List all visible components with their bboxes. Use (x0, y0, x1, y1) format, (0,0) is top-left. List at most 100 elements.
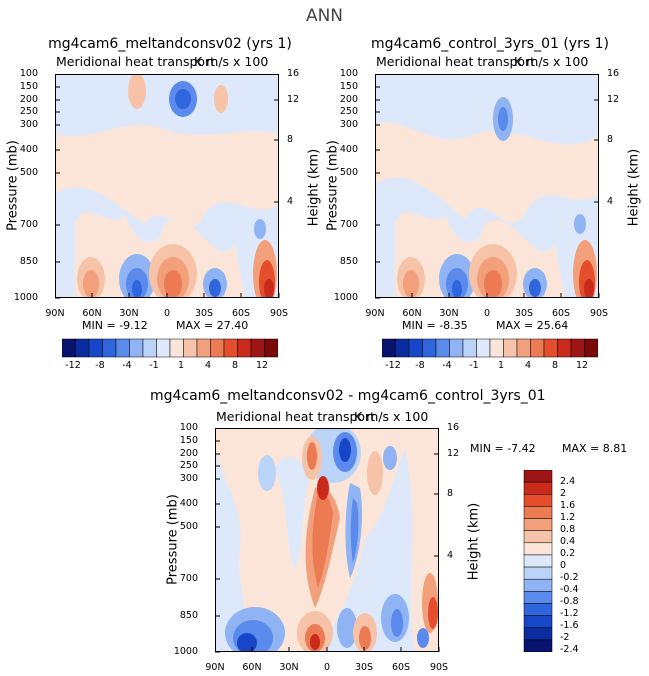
panel3-feature (337, 608, 357, 648)
colorbar-cell (584, 338, 598, 358)
pressure-tick: 150 (19, 81, 38, 92)
panel1-subtitle-left: Meridional heat transport (56, 54, 216, 69)
panel1-feature (209, 279, 221, 297)
pressure-tick: 300 (19, 119, 38, 130)
height-tick: 4 (447, 550, 454, 561)
height-tick: 4 (607, 196, 614, 207)
panel2-max-value: 25.64 (536, 319, 569, 332)
panel1-contour-field (55, 74, 279, 298)
panel1-feature (214, 85, 228, 113)
height-tick: 8 (287, 134, 294, 145)
lat-tick: 30N (119, 308, 139, 319)
panel3-title: mg4cam6_meltandconsv02 - mg4cam6_control… (150, 388, 546, 404)
pressure-tick: 850 (179, 610, 198, 621)
colorbar-cell (476, 338, 491, 358)
pressure-tick: 300 (339, 119, 358, 130)
colorbar2-label: 12 (575, 360, 589, 371)
colorbar2-label: 8 (551, 360, 559, 371)
panel1-axis-ticks (55, 74, 280, 299)
panel3-feature (258, 455, 276, 491)
colorbar2-cells (382, 338, 598, 358)
lat-tick: 90N (365, 308, 385, 319)
colorbar-cell (183, 338, 198, 358)
colorbar-cell (523, 506, 553, 519)
panel2-feature (403, 270, 419, 298)
panel3-feature (350, 498, 359, 563)
panel2-max: MAX = 25.64 (496, 319, 568, 332)
colorbar-cell (557, 338, 572, 358)
lat-tick: 0 (483, 308, 491, 319)
colorbar1-label: 1 (177, 360, 185, 371)
lat-tick: 30N (439, 308, 459, 319)
height-tick: 12 (287, 94, 300, 105)
panel1-feature (264, 279, 274, 298)
lat-tick: 30S (354, 662, 374, 673)
colorbar3-label: -0.2 (560, 572, 579, 583)
colorbar-cell (156, 338, 171, 358)
pressure-tick: 250 (19, 106, 38, 117)
panel2-plot (375, 74, 600, 299)
panel2-min: MIN = -8.35 (402, 319, 468, 332)
colorbar3-label: -0.8 (560, 596, 579, 607)
lat-tick: 60N (242, 662, 262, 673)
colorbar-cell (523, 603, 553, 616)
panel2-axis-ticks (375, 74, 600, 299)
colorbar-cell (543, 338, 558, 358)
colorbar-cell (62, 338, 76, 358)
colorbar3-label: 2.4 (560, 476, 576, 487)
lat-tick: 90S (429, 662, 449, 673)
panel1-feature (254, 219, 266, 239)
panel2-min-value: -8.35 (439, 319, 468, 332)
panel3-pressure-ticks: 100 150 200 250 300 400 500 700 850 1000 (160, 422, 200, 658)
panel1-min-label: MIN = (82, 319, 116, 332)
colorbar-cell (530, 338, 545, 358)
colorbar2 (382, 338, 598, 358)
panel1-min: MIN = -9.12 (82, 319, 148, 332)
pressure-tick: 100 (339, 68, 358, 79)
panel1-feature (164, 270, 182, 298)
pressure-tick: 300 (179, 473, 198, 484)
colorbar-cell (75, 338, 90, 358)
colorbar3-label: 0.8 (560, 524, 576, 535)
colorbar-cell (523, 615, 553, 628)
panel2-feature (574, 214, 586, 234)
lat-tick: 60S (551, 308, 571, 319)
panel3-feature (383, 446, 397, 470)
colorbar3-labels: 2.4 2 1.6 1.2 0.8 0.4 0.2 0 -0.2 -0.4 -0… (560, 470, 600, 655)
pressure-tick: 1000 (13, 292, 38, 303)
colorbar2-label: -12 (385, 360, 401, 371)
colorbar-cell (489, 338, 504, 358)
colorbar3-label: -0.4 (560, 584, 579, 595)
colorbar3-cells (523, 470, 553, 652)
colorbar-cell (523, 494, 553, 507)
panel3-max: MAX = 8.81 (562, 442, 627, 455)
colorbar1-labels: -12 -8 -4 -1 1 4 8 12 (62, 360, 278, 374)
panel2-feature (484, 270, 502, 298)
colorbar3-label: -2 (560, 632, 570, 643)
colorbar-cell (523, 542, 553, 556)
colorbar-cell (102, 338, 117, 358)
colorbar2-label: -8 (415, 360, 425, 371)
colorbar3-label: -1.6 (560, 620, 579, 631)
pressure-tick: 1000 (173, 646, 198, 657)
panel2-subtitle-right: K m/s x 100 (514, 54, 589, 69)
panel1-feature (175, 89, 191, 109)
pressure-tick: 100 (179, 422, 198, 433)
lat-tick: 90S (589, 308, 609, 319)
panel1-plot (55, 74, 280, 299)
panel1-max: MAX = 27.40 (176, 319, 248, 332)
colorbar3 (523, 470, 553, 652)
panel2-contour-field (375, 74, 599, 298)
colorbar3-label: 0.4 (560, 536, 576, 547)
colorbar1-label: 4 (204, 360, 212, 371)
panel1-feature (83, 270, 99, 298)
panel2-pressure-ticks: 100 150 200 250 300 400 500 700 850 1000 (320, 68, 360, 304)
panel2-feature (584, 279, 594, 298)
pressure-tick: 250 (339, 106, 358, 117)
panel3-subtitle-left: Meridional heat transport (216, 409, 376, 424)
colorbar-cell (129, 338, 144, 358)
panel3-feature (367, 451, 383, 495)
panel3-min-value: -7.42 (507, 442, 536, 455)
panel1-max-value: 27.40 (216, 319, 249, 332)
lat-tick: 90S (269, 308, 289, 319)
